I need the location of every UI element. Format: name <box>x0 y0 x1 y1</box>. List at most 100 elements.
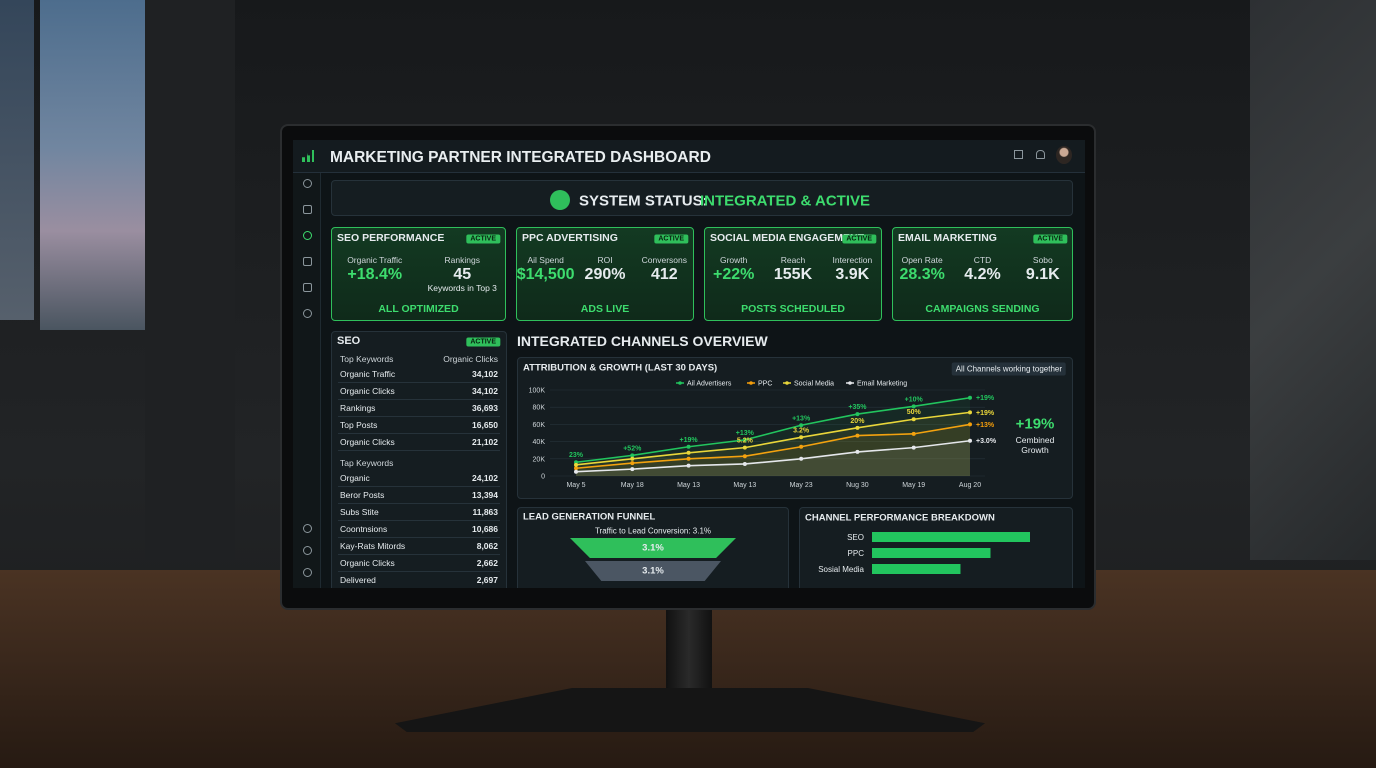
funnel-stage-label: 3.1% <box>642 542 664 554</box>
funnel-stage-label: 3.1% <box>642 565 664 577</box>
nav-icon[interactable] <box>303 283 312 292</box>
row-divider <box>338 382 500 383</box>
keyword-value: 8,062 <box>476 541 498 551</box>
card-title: EMAIL MARKETING <box>898 232 997 244</box>
series-area <box>576 424 970 476</box>
nav-icon[interactable] <box>303 205 312 214</box>
point-label: 50% <box>907 409 922 416</box>
table-header: Tap Keywords <box>340 458 394 468</box>
settings-icon[interactable] <box>303 568 312 577</box>
metric-value: 9.1K <box>1025 266 1060 283</box>
metric-label: Reach <box>780 255 806 265</box>
metric-label: Growth <box>719 255 748 265</box>
keyword-value: 34,102 <box>472 386 498 396</box>
keyword: Organic Clicks <box>340 386 395 396</box>
legend-swatch <box>749 381 753 385</box>
menu-icon[interactable] <box>1014 150 1023 159</box>
metric-label: Open Rate <box>901 255 943 265</box>
status-value: INTEGRATED & ACTIVE <box>700 192 871 210</box>
x-tick-label: May 19 <box>902 482 925 489</box>
metric-value: +22% <box>712 266 755 283</box>
search-icon[interactable] <box>303 524 312 533</box>
data-point <box>630 461 635 466</box>
card-footer: POSTS SCHEDULED <box>741 303 845 315</box>
metric-label: Conversons <box>641 255 688 265</box>
point-label: 3.2% <box>793 427 810 434</box>
series-area <box>576 412 970 476</box>
metric-label: Organic Traffic <box>347 255 403 265</box>
x-tick-label: May 13 <box>733 482 756 489</box>
legend-swatch <box>785 381 789 385</box>
point-label: +3.0% <box>976 438 997 445</box>
metric-value: +18.4% <box>347 266 403 283</box>
x-tick-label: May 13 <box>677 482 700 489</box>
table-header: Organic Clicks <box>443 354 498 364</box>
summary-label: Cembined Growth <box>1015 435 1055 455</box>
keyword: Organic Clicks <box>340 558 395 568</box>
keyword: Organic <box>340 473 370 483</box>
x-tick-label: Aug 20 <box>959 482 981 489</box>
funnel-stage <box>570 538 736 558</box>
panel-title: SEO <box>337 335 361 347</box>
metric-value: 3.9K <box>835 266 870 283</box>
user-avatar[interactable] <box>1056 146 1072 164</box>
card-badge: ACTIVE <box>466 234 500 244</box>
card-title: SEO PERFORMANCE <box>337 232 445 244</box>
window <box>0 0 34 320</box>
keyword: Organic Clicks <box>340 437 395 447</box>
data-point <box>799 456 804 461</box>
metric-label: Ail Spend <box>527 255 564 265</box>
notification-icon[interactable] <box>1036 150 1045 159</box>
point-label: +52% <box>623 445 642 452</box>
nav-icon[interactable] <box>303 309 312 318</box>
search-icon[interactable] <box>303 179 312 188</box>
keyword: Beror Posts <box>340 490 385 500</box>
data-point <box>742 454 747 459</box>
bar-label: PPC <box>848 549 865 558</box>
data-point <box>855 412 860 417</box>
nav-icon[interactable] <box>303 257 312 266</box>
card-footer: ALL OPTIMIZED <box>378 303 459 315</box>
point-label: +19% <box>976 410 995 417</box>
wall-panel <box>1250 0 1376 560</box>
status-check <box>550 190 570 210</box>
monitor-stand <box>666 600 712 700</box>
card-footer: CAMPAIGNS SENDING <box>925 303 1040 315</box>
metric-value: 28.3% <box>899 266 945 283</box>
window <box>40 0 148 330</box>
card-title: PPC ADVERTISING <box>522 232 618 244</box>
data-point <box>686 456 691 461</box>
keyword-value: 2,697 <box>476 575 498 585</box>
series-line <box>575 411 971 466</box>
point-label: +35% <box>848 404 867 411</box>
keyword-value: 24,102 <box>472 473 498 483</box>
metric-label: ROI <box>597 255 613 265</box>
row-divider <box>338 433 500 434</box>
legend-label: Email Marketing <box>857 381 907 388</box>
metric-label: Rankings <box>444 255 480 265</box>
bar <box>872 548 991 558</box>
x-tick-label: Nug 30 <box>846 482 869 489</box>
row-divider <box>338 537 500 538</box>
status-bar <box>331 180 1073 216</box>
row-divider <box>338 503 500 504</box>
data-point <box>574 469 578 474</box>
row-divider <box>338 486 500 487</box>
bar <box>872 532 1030 542</box>
dashboard-title: MARKETING PARTNER INTEGRATED DASHBOARD <box>330 149 711 166</box>
data-point <box>742 437 747 442</box>
data-point <box>686 450 691 455</box>
x-tick-label: May 18 <box>621 482 644 489</box>
point-label: +13% <box>976 422 995 429</box>
row-divider <box>338 399 500 400</box>
series-line <box>575 396 971 464</box>
keyword: Organic Traffic <box>340 369 396 379</box>
card-badge: ACTIVE <box>842 234 876 244</box>
card-footer: ADS LIVE <box>580 303 630 315</box>
nav-icon[interactable] <box>303 231 312 240</box>
help-icon[interactable] <box>303 546 312 555</box>
series-area <box>576 397 970 476</box>
chart-canvas: 0 20K 40K 60K 80K 100K May 5 May 18 May 13 May 13… <box>529 381 1030 574</box>
bar <box>872 564 961 574</box>
